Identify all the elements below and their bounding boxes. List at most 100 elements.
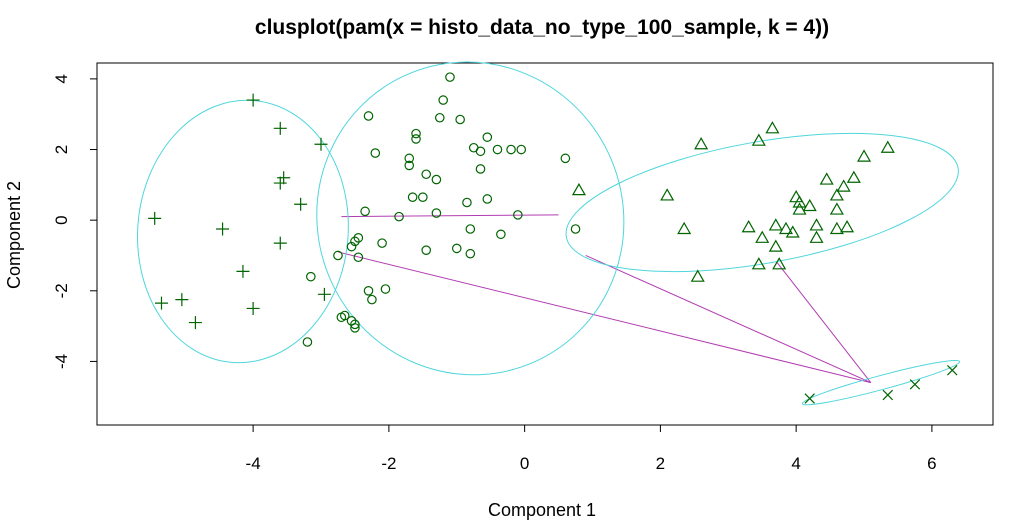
- triangle-marker: [778, 221, 794, 235]
- circle-marker: [411, 128, 421, 139]
- circle-marker: [431, 208, 442, 218]
- plus-marker: [216, 222, 230, 236]
- triangle-marker: [755, 230, 770, 243]
- triangle-marker: [792, 202, 807, 215]
- circle-marker: [353, 233, 364, 243]
- circle-marker: [350, 236, 360, 247]
- triangle-marker: [785, 225, 800, 238]
- triangle-marker: [765, 121, 780, 134]
- triangle-marker: [751, 257, 766, 270]
- circle-marker: [380, 284, 391, 294]
- triangle-marker: [792, 195, 807, 208]
- x-marker: [882, 389, 894, 401]
- circle-marker: [404, 153, 415, 164]
- circle-marker: [370, 148, 381, 158]
- x-tick-label: -4: [246, 454, 261, 473]
- circle-marker: [394, 211, 404, 222]
- triangle-marker: [802, 198, 817, 212]
- circle-marker: [465, 248, 476, 259]
- plus-marker: [317, 287, 331, 301]
- triangle-marker: [571, 182, 586, 196]
- connecting-lines: [337, 214, 872, 384]
- cluster-connector-line: [776, 262, 872, 383]
- x-marker: [947, 365, 958, 376]
- circle-marker: [475, 146, 486, 157]
- triangle-marker: [660, 188, 675, 201]
- triangle-marker: [829, 202, 844, 215]
- x-marker: [804, 393, 815, 404]
- circle-marker: [353, 252, 364, 263]
- circle-marker: [451, 243, 462, 254]
- x-tick-label: 2: [656, 454, 665, 473]
- circle-marker: [421, 245, 432, 255]
- circle-marker: [411, 134, 421, 144]
- circle-marker: [438, 95, 448, 105]
- triangle-marker: [809, 218, 824, 231]
- x-axis-label: Component 1: [488, 500, 596, 520]
- y-tick-label: 2: [52, 145, 71, 154]
- triangle-marker: [836, 179, 851, 192]
- x-axis: -4 -2 0 2 4 6: [246, 424, 937, 473]
- triangle-marker: [768, 239, 783, 252]
- triangle-marker: [789, 189, 804, 203]
- circle-marker: [465, 224, 476, 234]
- circle-marker: [475, 164, 486, 174]
- cluster-ellipses: [137, 61, 961, 406]
- triangle-marker: [846, 170, 861, 183]
- x-tick-label: 6: [927, 454, 936, 473]
- circle-marker: [418, 192, 428, 203]
- plus-marker: [148, 211, 162, 225]
- x-marker: [909, 379, 921, 390]
- triangle-marker: [768, 218, 783, 231]
- triangle-marker: [819, 172, 834, 185]
- triangle-marker: [751, 133, 766, 146]
- triangle-marker: [677, 221, 692, 235]
- cluster-ellipse: [316, 61, 625, 376]
- circle-marker: [462, 197, 472, 208]
- circle-marker: [492, 144, 503, 155]
- circle-marker: [404, 160, 415, 171]
- circle-marker: [363, 285, 374, 296]
- circle-marker: [346, 241, 357, 252]
- plus-marker: [236, 264, 250, 278]
- plus-marker: [188, 316, 202, 330]
- cluster-ellipse: [801, 359, 961, 406]
- circle-marker: [306, 271, 316, 282]
- cluster-connector-line: [337, 251, 871, 384]
- data-points: [148, 72, 958, 404]
- circle-marker: [513, 210, 523, 220]
- plus-marker: [246, 301, 260, 315]
- circle-marker: [333, 250, 343, 261]
- triangle-marker: [840, 220, 855, 233]
- circle-marker: [570, 224, 581, 234]
- y-tick-label: 4: [52, 74, 71, 83]
- plus-marker: [273, 176, 287, 190]
- triangle-marker: [809, 230, 824, 243]
- circle-marker: [482, 194, 493, 204]
- circle-marker: [302, 337, 313, 347]
- triangle-marker: [856, 149, 872, 162]
- circle-marker: [482, 132, 493, 142]
- circle-marker: [455, 114, 465, 125]
- circle-marker: [363, 111, 374, 121]
- circle-marker: [434, 112, 445, 123]
- y-axis-label: Component 2: [4, 181, 24, 289]
- circle-marker: [407, 192, 418, 203]
- y-tick-label: -2: [52, 283, 71, 298]
- x-tick-label: -2: [381, 454, 396, 473]
- plus-marker: [294, 197, 308, 211]
- chart-title: clusplot(pam(x = histo_data_no_type_100_…: [255, 16, 829, 39]
- triangle-marker: [772, 257, 787, 270]
- plus-marker: [246, 93, 260, 107]
- plus-marker: [314, 137, 328, 151]
- plus-marker: [277, 171, 291, 185]
- triangle-marker: [880, 140, 895, 153]
- plus-marker: [175, 293, 189, 307]
- x-tick-label: 4: [791, 454, 800, 473]
- y-tick-label: -4: [52, 354, 71, 369]
- circle-marker: [506, 144, 516, 155]
- plot-frame: [96, 62, 994, 426]
- circle-marker: [560, 153, 571, 164]
- triangle-marker: [741, 220, 756, 233]
